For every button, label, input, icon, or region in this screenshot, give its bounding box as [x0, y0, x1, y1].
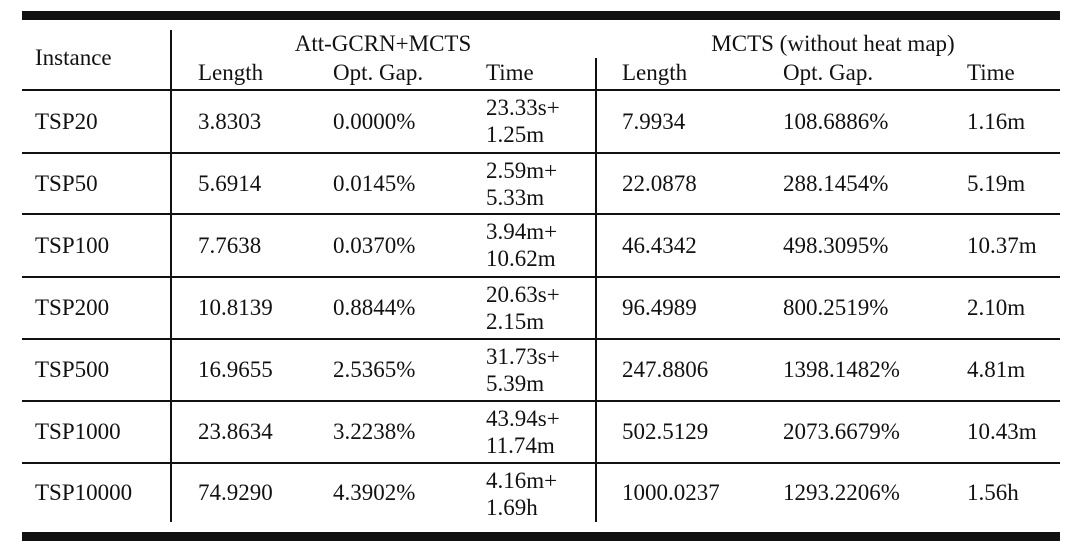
cell-a-time-line1: 20.63s+ — [486, 282, 560, 307]
cell-instance: TSP500 — [35, 357, 110, 382]
cell-a-time-line2: 10.62m — [486, 246, 556, 271]
cell-a-time-line1: 31.73s+ — [486, 344, 560, 369]
cell-b-time: 10.43m — [967, 419, 1037, 444]
cell-b-time: 1.56h — [967, 480, 1019, 505]
cell-a-length: 7.7638 — [198, 233, 262, 258]
row-separator-6 — [22, 462, 1060, 464]
cell-a-length: 74.9290 — [198, 480, 273, 505]
top-rule — [22, 11, 1060, 20]
cell-b-opt-gap: 498.3095% — [783, 233, 889, 258]
cell-b-opt-gap: 800.2519% — [783, 295, 889, 320]
header-b-length: Length — [622, 60, 688, 85]
cell-b-opt-gap: 1398.1482% — [783, 357, 900, 382]
cell-instance: TSP1000 — [35, 419, 121, 444]
column-divider-instance — [170, 30, 172, 522]
cell-b-opt-gap: 288.1454% — [783, 171, 889, 196]
header-a-length: Length — [198, 60, 264, 85]
cell-a-length: 5.6914 — [198, 171, 262, 196]
cell-b-opt-gap: 108.6886% — [783, 109, 889, 134]
row-separator-1 — [22, 152, 1060, 154]
cell-a-opt-gap: 2.5365% — [333, 357, 416, 382]
row-separator-5 — [22, 400, 1060, 402]
header-a-time: Time — [486, 60, 534, 85]
cell-a-length: 23.8634 — [198, 419, 273, 444]
row-separator-3 — [22, 276, 1060, 278]
header-group-mcts-no-heatmap: MCTS (without heat map) — [711, 31, 955, 56]
header-b-opt-gap: Opt. Gap. — [783, 60, 874, 85]
cell-b-length: 1000.0237 — [622, 480, 720, 505]
cell-b-time: 5.19m — [967, 171, 1026, 196]
cell-b-opt-gap: 2073.6679% — [783, 419, 900, 444]
cell-a-opt-gap: 0.0370% — [333, 233, 416, 258]
cell-a-length: 10.8139 — [198, 295, 273, 320]
cell-b-opt-gap: 1293.2206% — [783, 480, 900, 505]
row-separator-4 — [22, 338, 1060, 340]
cell-a-time-line2: 2.15m — [486, 309, 545, 334]
cell-b-time: 4.81m — [967, 357, 1026, 382]
header-a-opt-gap: Opt. Gap. — [333, 60, 424, 85]
cell-b-time: 2.10m — [967, 295, 1026, 320]
cell-b-time: 1.16m — [967, 109, 1026, 134]
cell-a-time-line1: 2.59m+ — [486, 158, 558, 183]
cell-instance: TSP50 — [35, 171, 98, 196]
cell-b-length: 247.8806 — [622, 357, 709, 382]
header-b-time: Time — [967, 60, 1015, 85]
column-divider-groups — [595, 58, 597, 522]
cell-a-opt-gap: 4.3902% — [333, 480, 416, 505]
cell-b-length: 502.5129 — [622, 419, 709, 444]
cell-a-time-line1: 43.94s+ — [486, 406, 560, 431]
row-separator-0 — [22, 89, 1060, 91]
cell-a-time-line1: 4.16m+ — [486, 468, 558, 493]
cell-a-time-line1: 3.94m+ — [486, 219, 558, 244]
cell-instance: TSP20 — [35, 109, 98, 134]
cell-a-time-line1: 23.33s+ — [486, 95, 560, 120]
cell-b-length: 46.4342 — [622, 233, 697, 258]
bottom-rule — [22, 532, 1060, 541]
cell-b-length: 96.4989 — [622, 295, 697, 320]
cell-a-opt-gap: 3.2238% — [333, 419, 416, 444]
cell-a-length: 3.8303 — [198, 109, 262, 134]
cell-b-length: 7.9934 — [622, 109, 686, 134]
cell-a-time-line2: 1.69h — [486, 495, 538, 520]
cell-instance: TSP200 — [35, 295, 110, 320]
cell-instance: TSP100 — [35, 233, 110, 258]
header-instance: Instance — [35, 45, 112, 70]
cell-a-time-line2: 11.74m — [486, 433, 555, 458]
cell-a-opt-gap: 0.0000% — [333, 109, 416, 134]
header-group-att-gcrn-mcts: Att-GCRN+MCTS — [294, 31, 472, 56]
cell-a-opt-gap: 0.0145% — [333, 171, 416, 196]
cell-a-time-line2: 1.25m — [486, 122, 545, 147]
cell-a-time-line2: 5.39m — [486, 371, 545, 396]
cell-a-time-line2: 5.33m — [486, 185, 545, 210]
row-separator-2 — [22, 213, 1060, 215]
cell-a-opt-gap: 0.8844% — [333, 295, 416, 320]
cell-b-time: 10.37m — [967, 233, 1037, 258]
cell-a-length: 16.9655 — [198, 357, 273, 382]
cell-b-length: 22.0878 — [622, 171, 697, 196]
cell-instance: TSP10000 — [35, 480, 133, 505]
